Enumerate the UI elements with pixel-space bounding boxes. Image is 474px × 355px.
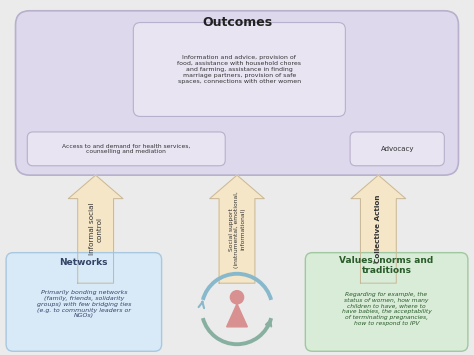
FancyBboxPatch shape: [350, 132, 444, 166]
Text: Networks: Networks: [60, 257, 108, 267]
Text: Values, norms and
traditions: Values, norms and traditions: [339, 256, 434, 275]
Text: Social support
(instrumental, emotional,
informational): Social support (instrumental, emotional,…: [228, 191, 246, 268]
FancyBboxPatch shape: [6, 253, 162, 351]
Text: Advocacy: Advocacy: [381, 146, 414, 152]
FancyBboxPatch shape: [27, 132, 225, 166]
Polygon shape: [210, 175, 264, 283]
Text: Information and advice, provision of
food, assistance with household chores
and : Information and advice, provision of foo…: [177, 55, 301, 83]
Text: Access to and demand for health services,
counselling and mediation: Access to and demand for health services…: [62, 143, 191, 154]
FancyBboxPatch shape: [305, 253, 468, 351]
Text: Collective Action: Collective Action: [375, 195, 382, 263]
FancyBboxPatch shape: [16, 11, 458, 175]
Polygon shape: [351, 175, 406, 283]
FancyBboxPatch shape: [133, 22, 346, 116]
Text: Regarding for example, the
status of women, how many
children to have, where to
: Regarding for example, the status of wom…: [341, 292, 431, 326]
Text: Primarily bonding networks
(family, friends, solidarity
groups) with few bridgin: Primarily bonding networks (family, frie…: [36, 290, 131, 318]
Text: Outcomes: Outcomes: [202, 16, 272, 29]
Text: Informal social
control: Informal social control: [89, 203, 102, 255]
Polygon shape: [68, 175, 123, 283]
Circle shape: [230, 291, 244, 304]
Polygon shape: [227, 304, 247, 327]
